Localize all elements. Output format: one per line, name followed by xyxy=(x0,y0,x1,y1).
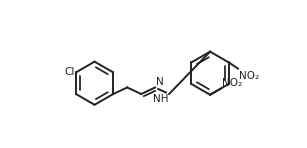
Text: Cl: Cl xyxy=(64,67,74,77)
Text: NO₂: NO₂ xyxy=(239,71,259,81)
Text: NO₂: NO₂ xyxy=(222,78,242,88)
Text: NH: NH xyxy=(153,94,168,104)
Text: N: N xyxy=(156,77,164,87)
